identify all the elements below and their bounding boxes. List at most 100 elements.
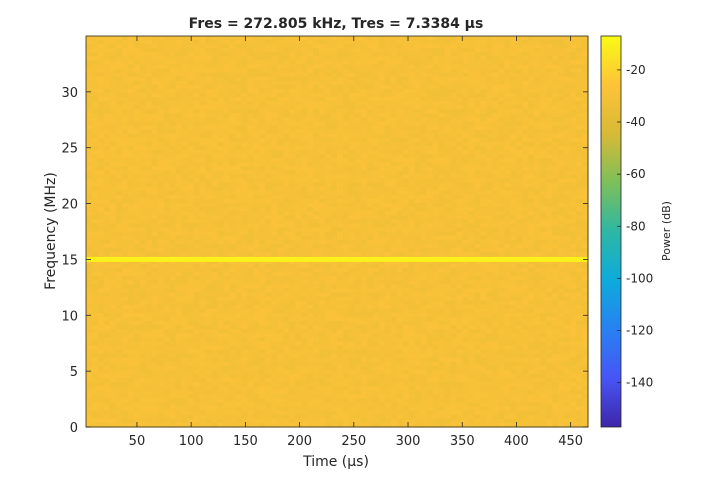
spectrogram-cell: [205, 243, 213, 249]
spectrogram-cell: [504, 88, 511, 94]
spectrogram-cell: [241, 84, 248, 90]
spectrogram-cell: [235, 113, 242, 119]
spectrogram-cell: [86, 223, 93, 229]
spectrogram-cell: [211, 64, 219, 70]
spectrogram-cell: [289, 56, 296, 62]
spectrogram-cell: [265, 227, 272, 233]
spectrogram-cell: [139, 113, 147, 119]
spectrogram-cell: [319, 105, 326, 110]
spectrogram-cell: [205, 40, 213, 45]
spectrogram-cell: [384, 264, 392, 269]
spectrogram-cell: [283, 40, 290, 45]
spectrogram-cell: [331, 150, 338, 155]
spectrogram-cell: [564, 145, 571, 151]
spectrogram-cell: [378, 56, 386, 62]
spectrogram-cell: [570, 68, 577, 74]
spectrogram-cell: [558, 190, 565, 196]
spectrogram-cell: [229, 101, 237, 106]
spectrogram-cell: [384, 60, 392, 66]
spectrogram-cell: [193, 166, 201, 171]
spectrogram-cell: [295, 198, 302, 204]
spectrogram-cell: [331, 36, 338, 41]
spectrogram-cell: [540, 84, 547, 90]
spectrogram-cell: [348, 105, 356, 110]
spectrogram-cell: [91, 145, 99, 151]
spectrogram-cell: [313, 72, 320, 78]
spectrogram-cell: [426, 243, 434, 249]
spectrogram-cell: [295, 231, 302, 237]
spectrogram-cell: [235, 247, 242, 253]
spectrogram-cell: [121, 76, 129, 82]
spectrogram-cell: [408, 129, 416, 135]
spectrogram-cell: [510, 264, 517, 269]
spectrogram-cell: [235, 243, 242, 249]
spectrogram-cell: [384, 268, 392, 273]
spectrogram-cell: [97, 194, 105, 200]
spectrogram-cell: [235, 223, 242, 229]
spectrogram-cell: [151, 93, 159, 98]
spectrogram-cell: [235, 141, 242, 147]
spectrogram-cell: [564, 264, 571, 269]
spectrogram-cell: [283, 251, 290, 257]
spectrogram-cell: [253, 129, 260, 135]
spectrogram-cell: [534, 113, 541, 119]
spectrogram-cell: [289, 93, 296, 98]
spectrogram-cell: [546, 247, 553, 253]
spectrogram-cell: [295, 84, 302, 90]
spectrogram-cell: [534, 56, 541, 62]
spectrogram-cell: [97, 190, 105, 196]
spectrogram-cell: [283, 129, 290, 135]
spectrogram-cell: [319, 231, 326, 237]
spectrogram-cell: [450, 243, 458, 249]
spectrogram-cell: [181, 154, 189, 159]
spectrogram-cell: [295, 88, 302, 94]
spectrogram-cell: [151, 186, 159, 192]
spectrogram-cell: [235, 125, 242, 131]
spectrogram-cell: [217, 162, 225, 167]
spectrogram-cell: [396, 207, 404, 212]
spectrogram-cell: [277, 60, 284, 66]
spectrogram-cell: [217, 105, 225, 110]
spectrogram-cell: [534, 190, 541, 196]
spectrogram-cell: [426, 141, 434, 147]
spectrogram-cell: [283, 186, 290, 192]
spectrogram-cell: [414, 194, 422, 200]
spectrogram-cell: [408, 145, 416, 151]
spectrogram-cell: [372, 109, 380, 114]
spectrogram-cell: [480, 88, 488, 94]
spectrogram-cell: [103, 243, 111, 249]
spectrogram-cell: [342, 93, 350, 98]
spectrogram-cell: [414, 268, 422, 273]
spectrogram-cell: [193, 137, 201, 143]
spectrogram-cell: [121, 121, 129, 127]
spectrogram-cell: [235, 194, 242, 200]
spectrogram-cell: [133, 198, 141, 204]
spectrogram-cell: [265, 56, 272, 62]
spectrogram-cell: [432, 251, 440, 257]
spectrogram-cell: [540, 56, 547, 62]
spectrogram-cell: [450, 194, 458, 200]
spectrogram-cell: [426, 101, 434, 106]
spectrogram-cell: [109, 133, 117, 139]
spectrogram-cell: [522, 48, 529, 53]
spectrogram-cell: [522, 202, 529, 208]
spectrogram-cell: [348, 36, 356, 41]
spectrogram-cell: [486, 186, 493, 192]
spectrogram-cell: [247, 231, 254, 237]
spectrogram-cell: [259, 215, 266, 220]
spectrogram-cell: [229, 211, 237, 216]
spectrogram-cell: [307, 88, 314, 94]
spectrogram-cell: [348, 166, 356, 171]
spectrogram-cell: [277, 194, 284, 200]
spectrogram-cell: [121, 68, 129, 74]
spectrogram-cell: [271, 182, 278, 188]
spectrogram-cell: [576, 125, 583, 131]
spectrogram-cell: [402, 109, 410, 114]
spectrogram-cell: [570, 129, 577, 135]
spectrogram-cell: [205, 137, 213, 143]
spectrogram-cell: [438, 158, 446, 163]
spectrogram-cell: [504, 166, 511, 171]
spectrogram-cell: [265, 52, 272, 57]
spectrogram-cell: [504, 190, 511, 196]
spectrogram-cell: [199, 40, 207, 45]
